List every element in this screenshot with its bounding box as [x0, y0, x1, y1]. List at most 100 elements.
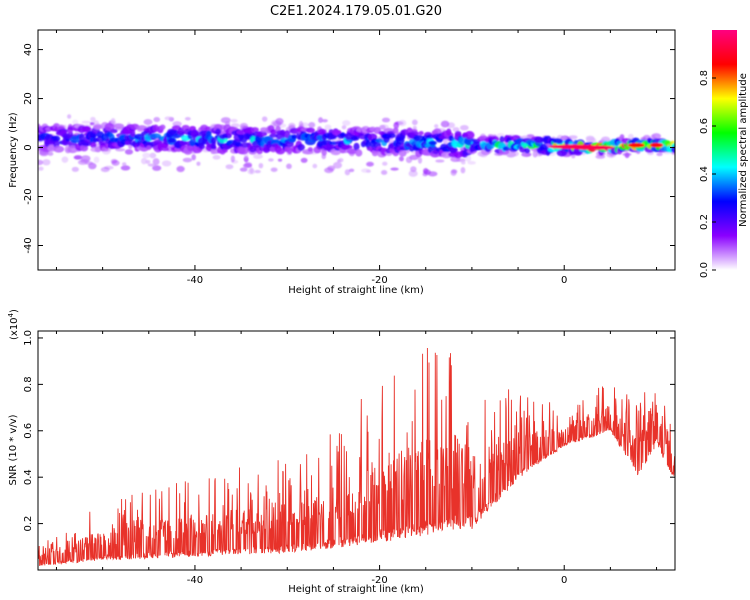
snr-y-tick-label: 0.6: [23, 423, 34, 439]
spectrogram-cell: [532, 150, 538, 158]
snr-y-ticks: 0.2 0.4 0.6 0.8 1.0: [23, 330, 675, 532]
snr-y-tick-label: 0.4: [23, 469, 34, 485]
spectrogram-cell: [411, 119, 418, 126]
spectrogram-cell: [225, 164, 234, 170]
spectrogram-cell: [305, 127, 315, 133]
spectrogram-cell: [42, 159, 51, 166]
spectrogram-cell: [249, 167, 254, 174]
spectrogram-cell: [38, 166, 44, 171]
spectrogram-cell: [297, 143, 305, 151]
spectrogram-cell: [286, 163, 292, 170]
spectrogram-cell: [164, 116, 173, 121]
spectrogram-cell: [93, 156, 100, 164]
spectrogram-y-tick-label: -40: [23, 237, 34, 253]
spectrogram-cell: [52, 135, 61, 142]
spectrogram-cell: [285, 140, 294, 148]
spectrogram-panel: -40 -20 0 -40 -20 0 20 40 Height of straight l…: [8, 29, 676, 296]
spectrogram-cell: [98, 141, 107, 146]
spectrogram-cell: [405, 156, 413, 164]
spectrogram-y-tick-label: -20: [23, 188, 34, 204]
spectrogram-cell: [145, 159, 151, 164]
spectrogram-y-tick-label: 40: [23, 43, 34, 56]
spectrogram-cell: [422, 172, 428, 177]
spectrogram-cell: [417, 156, 423, 164]
spectrogram-x-tick-label: 0: [561, 275, 567, 286]
spectrogram-cell: [210, 149, 217, 155]
spectrogram-cell: [344, 169, 351, 176]
spectrogram-cell: [150, 133, 162, 139]
spectrogram-cell: [321, 119, 328, 123]
spectrogram-cell: [179, 139, 188, 146]
colorbar: 0.0 0.2 0.4 0.6 0.8 Normalized spectral ampl…: [699, 30, 749, 278]
spectrogram-cell: [390, 167, 399, 171]
spectrogram-y-tick-label: 0: [23, 144, 34, 150]
spectrogram-cell: [184, 117, 191, 121]
spectrogram-cell: [334, 129, 342, 135]
spectrogram-cell: [348, 168, 355, 173]
spectrogram-cell: [321, 148, 327, 156]
spectrogram-cell: [308, 122, 316, 128]
spectrogram-cell: [189, 138, 197, 147]
spectrogram-cell: [80, 155, 91, 162]
snr-line: [38, 347, 675, 566]
spectrogram-cell: [382, 161, 388, 166]
colorbar-tick-label: 0.0: [699, 262, 710, 278]
snr-x-tick-label: -40: [187, 575, 203, 586]
spectrogram-cell: [378, 124, 386, 130]
spectrogram-peak: [569, 145, 615, 150]
spectrogram-cell: [100, 166, 110, 173]
spectrogram-cell: [222, 148, 228, 153]
spectrogram-cell: [73, 155, 83, 160]
spectrogram-cell: [230, 118, 238, 123]
spectrogram-cell: [499, 135, 505, 144]
spectrogram-cell: [90, 116, 96, 122]
spectrogram-cell: [450, 169, 457, 176]
spectrogram-cell: [268, 158, 274, 162]
spectrogram-cell: [80, 144, 89, 152]
snr-x-tick-label: -20: [371, 575, 387, 586]
spectrogram-cell: [270, 167, 278, 172]
snr-y-label: SNR (10 * v/v): [8, 414, 19, 485]
snr-x-ticks: -40 -20 0: [55, 331, 658, 586]
spectrogram-cell: [465, 155, 472, 162]
spectrogram-cell: [622, 152, 632, 157]
spectrogram-cell: [342, 120, 351, 126]
spectrogram-y-label: Frequency (Hz): [8, 112, 19, 188]
spectrogram-cell: [412, 125, 417, 130]
spectrogram-x-label: Height of straight line (km): [288, 285, 424, 296]
spectrogram-cell: [371, 149, 379, 157]
spectrogram-cell: [269, 129, 277, 135]
spectrogram-cell: [627, 133, 634, 140]
snr-frame: [37, 330, 676, 571]
snr-y-multiplier-base: (x10: [9, 317, 20, 340]
spectrogram-cell: [571, 153, 576, 159]
spectrogram-cell: [533, 136, 544, 144]
spectrogram-cell: [398, 156, 404, 162]
spectrogram-cell: [366, 161, 374, 167]
spectrogram-cell: [147, 163, 157, 167]
colorbar-gradient: [712, 30, 737, 270]
colorbar-ticks: 0.0 0.2 0.4 0.6 0.8: [699, 70, 716, 278]
spectrogram-cell: [446, 128, 452, 136]
snr-y-multiplier-close: ): [9, 309, 20, 313]
spectrogram-cell: [428, 140, 437, 146]
spectrogram-cell: [215, 128, 222, 136]
spectrogram-cell: [355, 149, 363, 157]
spectrogram-cell: [81, 120, 91, 124]
spectrogram-cell: [275, 147, 286, 155]
spectrogram-cell: [53, 145, 65, 153]
snr-y-tick-label: 0.2: [23, 516, 34, 532]
spectrogram-frame: [37, 29, 676, 271]
snr-y-multiplier: (x104): [7, 309, 20, 340]
spectrogram-cell: [88, 162, 97, 170]
spectrogram-cell: [341, 125, 347, 130]
spectrogram-cell: [443, 138, 448, 145]
spectrogram-cell: [332, 161, 343, 169]
colorbar-tick-label: 0.6: [699, 118, 710, 134]
spectrogram-cell: [254, 169, 261, 174]
spectrogram-cell: [253, 154, 263, 159]
spectrogram-cell: [434, 124, 439, 129]
spectrogram-cell: [196, 161, 201, 166]
spectrogram-cell: [177, 127, 185, 136]
